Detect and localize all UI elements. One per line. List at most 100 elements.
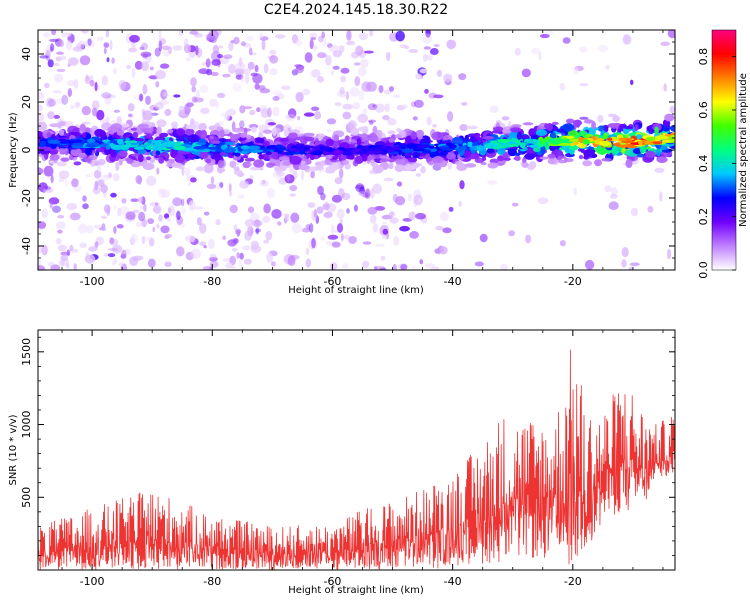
heatmap-cell <box>327 43 333 48</box>
heatmap-cell <box>189 235 195 243</box>
heatmap-cell <box>309 154 316 161</box>
heatmap-cell <box>302 88 311 96</box>
heatmap-cell <box>514 47 521 56</box>
heatmap-cell <box>239 180 250 189</box>
heatmap-cell <box>384 89 392 95</box>
heatmap-cell <box>67 80 76 87</box>
heatmap-peak <box>273 149 282 153</box>
heatmap-cell <box>58 176 65 183</box>
heatmap-cell <box>235 161 239 165</box>
heatmap-cell <box>63 121 74 128</box>
heatmap-cell <box>154 155 160 159</box>
colorbar-tick-label: 0.6 <box>697 101 710 119</box>
heatmap-cell <box>117 150 128 158</box>
heatmap-cell <box>234 68 245 74</box>
heatmap-cell <box>58 170 70 180</box>
heatmap-cell <box>148 258 156 268</box>
heatmap-cell <box>562 37 571 44</box>
heatmap-cell <box>579 116 589 120</box>
heatmap-cell <box>621 259 627 268</box>
heatmap-cell <box>277 221 282 226</box>
heatmap-cell <box>360 133 369 140</box>
heatmap-cell <box>459 180 465 190</box>
heatmap-peak <box>337 147 346 151</box>
heatmap-cell <box>546 123 553 132</box>
heatmap-cell <box>92 245 97 252</box>
heatmap-cell <box>392 193 398 203</box>
heatmap-cell <box>447 111 454 122</box>
heatmap-cell <box>480 161 487 166</box>
heatmap-cell <box>138 211 146 222</box>
heatmap-cell <box>360 58 369 68</box>
heatmap-cell <box>112 68 117 75</box>
heatmap-cell <box>94 161 99 166</box>
heatmap-cell <box>228 183 232 193</box>
heatmap-cell <box>604 185 612 193</box>
x-tick-label: -60 <box>323 575 341 588</box>
heatmap-cell <box>208 238 215 250</box>
snr-y-label: SNR (10 * v/v) <box>8 414 19 485</box>
heatmap-cell <box>67 57 79 66</box>
heatmap-cell <box>354 76 361 87</box>
colorbar-label: Normalized spectral amplitude <box>738 73 749 227</box>
heatmap-cell <box>269 68 278 76</box>
heatmap-cell <box>622 34 632 45</box>
heatmap-cell <box>115 161 120 171</box>
heatmap-cell <box>389 86 394 92</box>
heatmap-cell <box>101 92 112 99</box>
figure-title: C2E4.2024.145.18.30.R22 <box>264 2 448 18</box>
y-tick-label: -40 <box>20 237 33 255</box>
heatmap-cell <box>168 46 173 55</box>
heatmap-cell <box>388 138 395 143</box>
heatmap-cell <box>242 161 251 169</box>
heatmap-cell <box>263 239 270 244</box>
heatmap-cell <box>100 119 107 124</box>
heatmap-cell <box>313 209 318 218</box>
heatmap-peak <box>324 147 337 153</box>
heatmap-peak <box>385 146 394 151</box>
heatmap-peak <box>483 144 493 148</box>
x-tick-label: -80 <box>203 275 221 288</box>
heatmap-peak <box>417 144 431 148</box>
heatmap-cell <box>82 30 89 35</box>
heatmap-cell <box>310 37 317 41</box>
heatmap-peak <box>406 144 419 149</box>
heatmap-cell <box>232 82 242 93</box>
heatmap-cell <box>266 187 276 199</box>
heatmap-cell <box>344 135 350 141</box>
heatmap-cell <box>61 94 69 105</box>
heatmap-cell <box>419 259 424 265</box>
heatmap-cell <box>101 75 109 86</box>
heatmap-cell <box>348 236 357 244</box>
heatmap-cell <box>334 177 343 185</box>
heatmap-cell <box>143 203 147 212</box>
heatmap-cell <box>461 102 468 106</box>
heatmap-cell <box>386 51 391 62</box>
heatmap-cell <box>663 83 667 92</box>
heatmap-cell <box>422 33 433 44</box>
heatmap-cell <box>43 165 54 177</box>
heatmap-cell <box>459 124 468 131</box>
heatmap-cell <box>568 144 579 151</box>
heatmap-cell <box>433 94 444 99</box>
heatmap-cell <box>203 211 210 216</box>
heatmap-cell <box>604 126 609 132</box>
heatmap-cell <box>358 90 365 101</box>
heatmap-cell <box>272 127 277 137</box>
heatmap-cell <box>210 153 223 160</box>
heatmap-cell <box>49 38 59 43</box>
heatmap-cell <box>96 109 105 121</box>
heatmap-cell <box>66 203 78 211</box>
heatmap-peak <box>367 151 376 155</box>
heatmap-cell <box>369 120 374 126</box>
heatmap-cell <box>155 150 161 156</box>
heatmap-cell <box>442 227 452 234</box>
heatmap-cell <box>486 148 495 154</box>
heatmap-cell <box>110 192 117 198</box>
heatmap-cell <box>503 157 511 161</box>
heatmap-cell <box>336 223 344 233</box>
heatmap-cell <box>79 242 87 249</box>
heatmap-cell <box>267 122 277 126</box>
y-tick-label: -20 <box>20 189 33 207</box>
heatmap-cell <box>362 260 370 269</box>
